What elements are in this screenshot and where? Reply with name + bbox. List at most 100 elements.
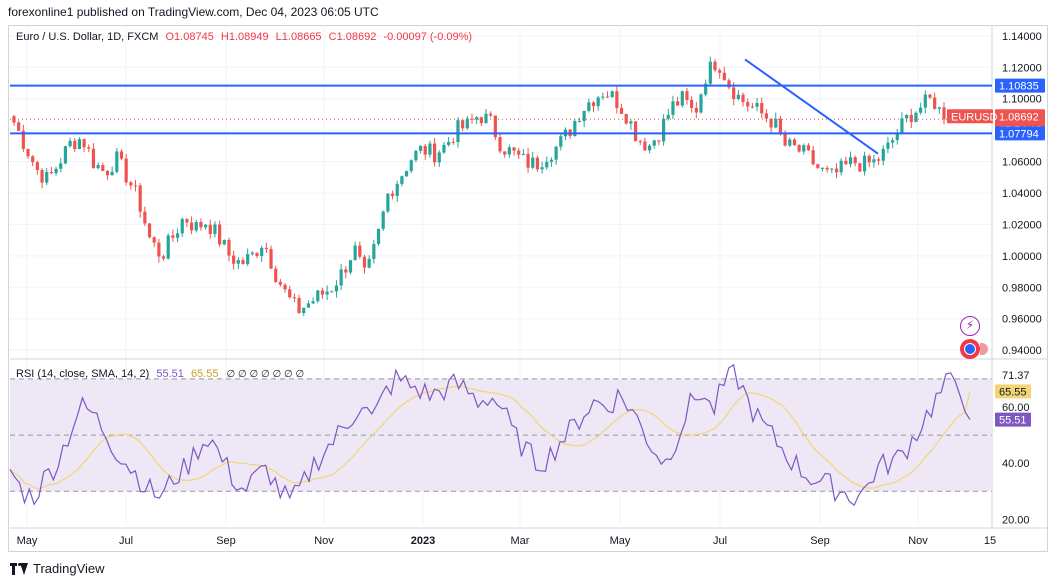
candle-body [87, 147, 91, 149]
rsi-value: 55.51 [156, 368, 184, 380]
candle-body [760, 102, 764, 114]
candle-body [129, 182, 133, 186]
candle-body [395, 183, 399, 197]
candle-body [629, 121, 633, 124]
lightning-icon[interactable]: ⚡ [960, 316, 980, 336]
candle-body [825, 167, 829, 170]
candle-body [49, 172, 53, 174]
rsi-value-badge-bg [995, 412, 1031, 427]
rsi-label: RSI (14, close, SMA, 14, 2) [16, 368, 150, 380]
candle-body [306, 303, 311, 308]
candle-body [685, 91, 689, 100]
last-price-badge: 1.08692 [995, 109, 1045, 124]
candle-body [334, 285, 339, 292]
candle-body [647, 145, 652, 151]
candle-body [862, 155, 867, 172]
candle-body [433, 143, 437, 163]
candle-body [722, 72, 726, 81]
upper-line-badge-text: 1.10835 [999, 81, 1039, 93]
candle-body [372, 244, 376, 259]
horizontal-lines [10, 84, 992, 135]
published-header: forexonline1 published on TradingView.co… [8, 5, 379, 19]
candle-body [661, 118, 666, 142]
candle-body [830, 168, 834, 170]
candle-body [227, 239, 231, 256]
x-tick-label: Jul [119, 535, 133, 547]
candle-body [292, 297, 297, 299]
candle-body [732, 87, 736, 100]
legend-low: L1.08665 [275, 31, 322, 43]
candle-body [204, 224, 208, 228]
candle-body [59, 163, 63, 169]
rsi-sma-badge: 65.55 [995, 384, 1031, 399]
candle-body [848, 157, 853, 165]
candle-body [302, 307, 306, 314]
candle-body [82, 139, 86, 148]
candle-body [919, 107, 923, 113]
candle-body [367, 258, 371, 268]
candle-body [339, 269, 343, 286]
candle-body [348, 260, 353, 273]
rsi-background [10, 378, 992, 492]
candle-body [834, 168, 839, 173]
candle-body [96, 165, 100, 169]
candle-body [21, 130, 25, 149]
price-legend: Euro / U.S. Dollar, 1D, FXCM O1.08745 H1… [16, 31, 472, 43]
candle-body [91, 148, 96, 169]
candle-body [507, 147, 511, 155]
candle-body [582, 110, 586, 122]
lower-line-badge-bg [995, 126, 1045, 141]
candle-body [736, 94, 740, 100]
symbol-badge-bg [947, 109, 993, 124]
candle-body [54, 168, 58, 174]
rsi-sma-badge-text: 65.55 [999, 386, 1027, 398]
candle-body [283, 284, 287, 290]
candle-body [699, 94, 703, 113]
candle-body [704, 83, 708, 95]
candle-body [867, 155, 871, 163]
candle-body [250, 252, 254, 255]
candle-body [264, 247, 268, 249]
candle-body [274, 268, 278, 282]
candle-body [437, 152, 441, 163]
candle-body [479, 117, 483, 124]
candle-body [213, 224, 217, 235]
candle-body [297, 297, 301, 314]
candle-body [138, 185, 142, 212]
candle-body [26, 148, 30, 157]
rsi-sma-line [9, 385, 971, 490]
candle-body [77, 139, 82, 150]
candle-body [68, 140, 72, 147]
candle-body [311, 301, 315, 304]
footer-brand-text: TradingView [33, 561, 105, 576]
x-tick-label: Sep [216, 535, 236, 547]
candle-body [914, 112, 918, 122]
candle-body [451, 141, 455, 143]
candle-body [152, 237, 156, 243]
candle-body [194, 221, 198, 231]
price-tick-label: 0.94000 [1002, 345, 1042, 357]
candle-body [465, 118, 469, 129]
candle-body [619, 108, 624, 114]
candle-body [493, 115, 497, 138]
candle-body [381, 211, 385, 229]
candle-body [143, 211, 147, 224]
candle-body [633, 121, 638, 142]
candle-body [713, 61, 717, 71]
candle-body [316, 290, 320, 302]
candle-body [171, 235, 175, 238]
upper-line-badge: 1.10835 [995, 78, 1045, 93]
chart-frame [8, 25, 1048, 552]
price-tick-label: 1.14000 [1002, 31, 1042, 43]
candle-body [409, 160, 413, 172]
candle-body [676, 101, 680, 106]
calendar-events-icon[interactable] [960, 339, 988, 359]
candle-body [741, 94, 745, 103]
candle-body [844, 160, 848, 165]
candle-body [942, 107, 946, 120]
price-tick-label: 1.04000 [1002, 188, 1042, 200]
candle-body [208, 224, 212, 235]
candle-body [872, 159, 876, 163]
x-tick-label: May [610, 535, 631, 547]
